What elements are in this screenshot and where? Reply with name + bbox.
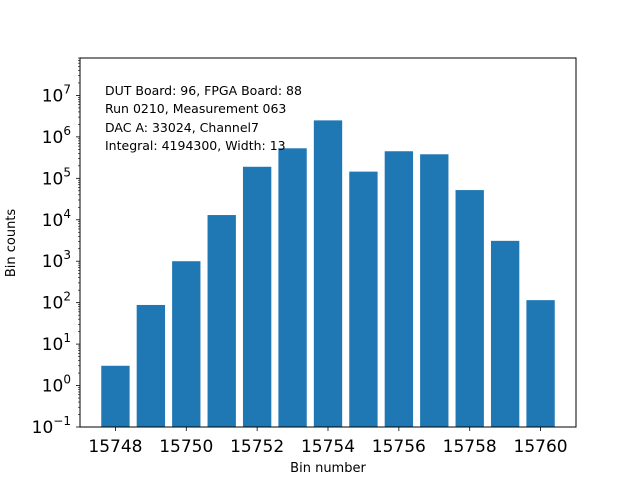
x-tick-label: 15758 (443, 437, 497, 457)
y-tick-label: 102 (42, 290, 71, 314)
bar-15749 (136, 304, 166, 427)
y-tick-label: 106 (42, 124, 71, 148)
annotation-line-3: DAC A: 33024, Channel7 (105, 120, 259, 135)
x-tick-label: 15754 (301, 437, 355, 457)
bar-15751 (207, 215, 236, 427)
x-tick-label: 15756 (372, 437, 426, 457)
y-tick-label: 101 (42, 331, 71, 355)
annotation-box: DUT Board: 96, FPGA Board: 88 Run 0210, … (105, 83, 302, 153)
bar-15758 (455, 190, 484, 427)
x-axis-label: Bin number (290, 461, 366, 476)
y-axis-label: Bin counts (4, 209, 19, 278)
bars-group (101, 120, 555, 428)
bar-15755 (349, 171, 378, 427)
y-tick-label: 10−1 (32, 414, 71, 438)
x-tick-label: 15748 (88, 437, 142, 457)
y-tick-label: 107 (42, 82, 71, 106)
annotation-line-4: Integral: 4194300, Width: 13 (105, 138, 286, 153)
x-tick-label: 15752 (230, 437, 284, 457)
x-tick-label: 15760 (514, 437, 568, 457)
y-tick-label: 100 (42, 373, 71, 397)
bar-15759 (490, 240, 520, 427)
annotation-line-1: DUT Board: 96, FPGA Board: 88 (105, 83, 302, 98)
annotation-line-2: Run 0210, Measurement 063 (105, 101, 286, 116)
bar-15750 (172, 261, 201, 427)
y-tick-label: 103 (42, 248, 71, 272)
y-tick-label: 105 (42, 165, 71, 189)
bar-15752 (242, 166, 272, 427)
y-tick-label: 104 (42, 207, 71, 231)
x-ticks-group: 15748 15750 15752 15754 15756 15758 15760 (88, 427, 568, 457)
bar-15754 (313, 120, 343, 427)
bar-15753 (278, 148, 307, 428)
bar-15760 (526, 300, 555, 427)
bar-15756 (384, 151, 414, 427)
bar-15748 (101, 365, 130, 427)
y-ticks-group: 10−1 100 101 102 103 104 105 106 107 (32, 57, 80, 438)
bar-15757 (420, 154, 449, 428)
x-tick-label: 15750 (159, 437, 213, 457)
